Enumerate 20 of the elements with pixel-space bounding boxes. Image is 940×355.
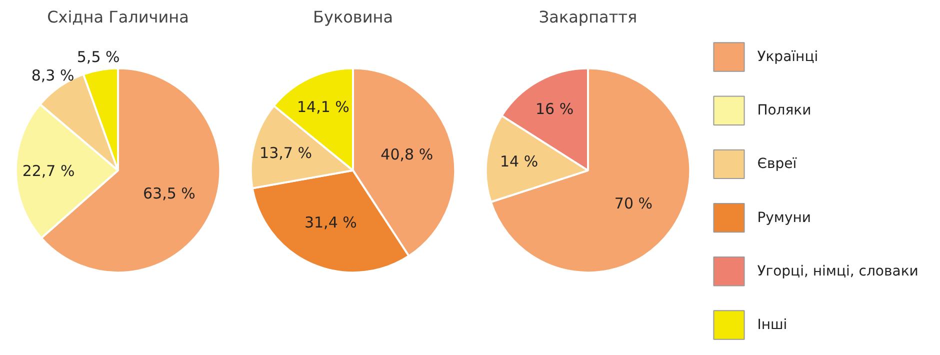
data-label: 63,5 %	[143, 184, 196, 203]
chart-title: Буковина	[313, 8, 394, 26]
chart-title: Східна Галичина	[47, 8, 189, 26]
category-label: Поляки	[757, 102, 812, 119]
data-label: 8,3 %	[31, 66, 74, 85]
category-label: Угорці, німці, словаки	[757, 263, 918, 280]
data-label: 14 %	[500, 152, 538, 171]
data-label: 22,7 %	[22, 162, 75, 180]
data-label: 14,1 %	[297, 98, 350, 116]
data-label: 70 %	[614, 194, 653, 213]
category-label: Українці	[757, 49, 818, 66]
data-label: 40,8 %	[380, 145, 434, 164]
data-label: 13,7 %	[260, 144, 312, 162]
chart-title: Закарпаття	[538, 8, 638, 26]
category-label: Інші	[757, 316, 788, 333]
category-label: Євреї	[757, 156, 797, 172]
data-label: 31,4 %	[304, 213, 357, 232]
category-label: Румуни	[757, 210, 812, 226]
data-label: 16 %	[535, 100, 574, 118]
data-label: 5,5 %	[76, 48, 120, 66]
